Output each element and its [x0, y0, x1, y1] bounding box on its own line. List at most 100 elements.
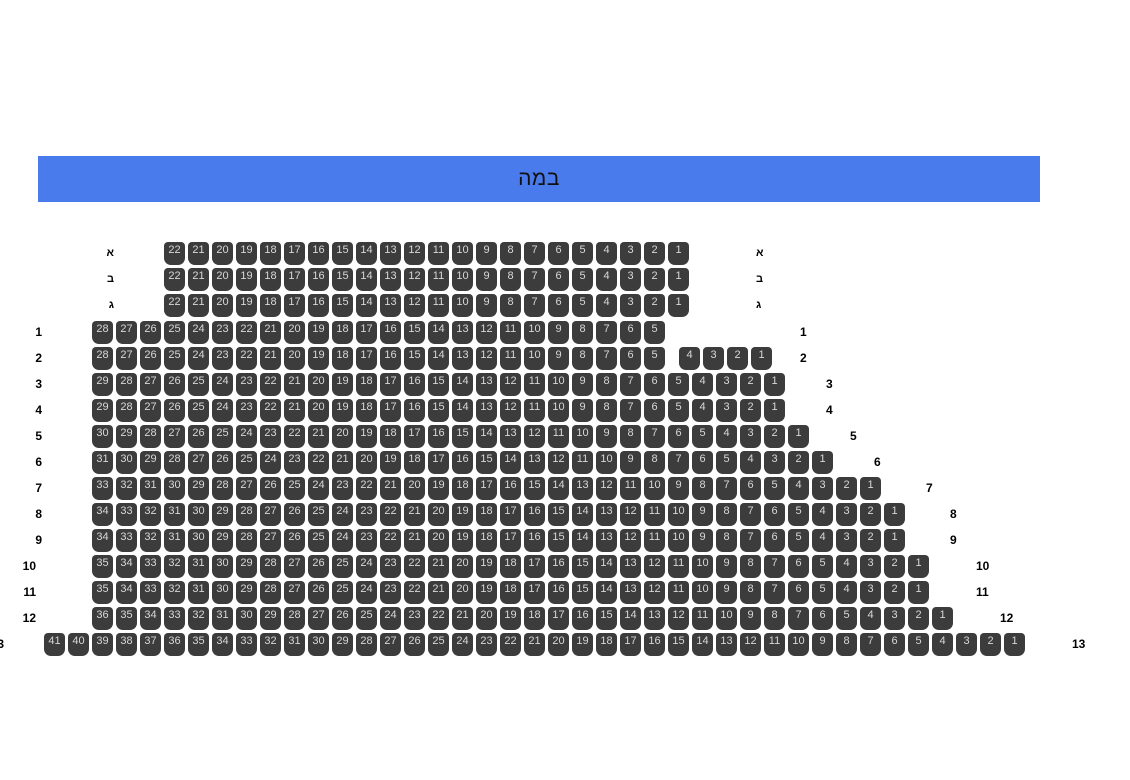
seat[interactable]: 27	[284, 554, 305, 578]
seat[interactable]: 10	[452, 267, 473, 291]
seat[interactable]: 19	[452, 502, 473, 526]
seat[interactable]: 27	[116, 346, 137, 370]
seat[interactable]: 9	[476, 267, 497, 291]
seat[interactable]: 4	[836, 580, 857, 604]
seat[interactable]: 30	[116, 450, 137, 474]
seat[interactable]: 4	[812, 528, 833, 552]
seat[interactable]: 31	[284, 632, 305, 656]
seat[interactable]: 15	[428, 372, 449, 396]
seat[interactable]: 25	[332, 580, 353, 604]
seat[interactable]: 33	[116, 502, 137, 526]
seat[interactable]: 27	[116, 320, 137, 344]
seat[interactable]: 6	[740, 476, 761, 500]
seat[interactable]: 11	[524, 398, 545, 422]
seat[interactable]: 23	[380, 580, 401, 604]
seat[interactable]: 25	[284, 476, 305, 500]
seat[interactable]: 20	[308, 398, 329, 422]
seat[interactable]: 20	[452, 554, 473, 578]
seat[interactable]: 29	[212, 502, 233, 526]
seat[interactable]: 4	[812, 502, 833, 526]
seat[interactable]: 11	[428, 241, 449, 265]
seat[interactable]: 27	[308, 606, 329, 630]
seat[interactable]: 33	[164, 606, 185, 630]
seat[interactable]: 19	[332, 372, 353, 396]
seat[interactable]: 3	[956, 632, 977, 656]
seat[interactable]: 16	[404, 372, 425, 396]
seat[interactable]: 9	[716, 580, 737, 604]
seat[interactable]: 5	[836, 606, 857, 630]
seat[interactable]: 8	[740, 580, 761, 604]
seat[interactable]: 15	[548, 528, 569, 552]
seat[interactable]: 12	[620, 528, 641, 552]
seat[interactable]: 10	[524, 346, 545, 370]
seat[interactable]: 18	[476, 528, 497, 552]
seat[interactable]: 8	[572, 320, 593, 344]
seat[interactable]: 16	[548, 554, 569, 578]
seat[interactable]: 7	[788, 606, 809, 630]
seat[interactable]: 2	[884, 580, 905, 604]
seat[interactable]: 21	[260, 346, 281, 370]
seat[interactable]: 16	[548, 580, 569, 604]
seat[interactable]: 26	[308, 580, 329, 604]
seat[interactable]: 17	[500, 528, 521, 552]
seat[interactable]: 17	[404, 424, 425, 448]
seat[interactable]: 13	[524, 450, 545, 474]
seat[interactable]: 9	[572, 372, 593, 396]
seat[interactable]: 12	[644, 554, 665, 578]
seat[interactable]: 2	[884, 554, 905, 578]
seat[interactable]: 22	[404, 554, 425, 578]
seat[interactable]: 22	[308, 450, 329, 474]
seat[interactable]: 19	[380, 450, 401, 474]
seat[interactable]: 5	[644, 320, 665, 344]
seat[interactable]: 25	[236, 450, 257, 474]
seat[interactable]: 16	[452, 450, 473, 474]
seat[interactable]: 14	[596, 554, 617, 578]
seat[interactable]: 8	[500, 241, 521, 265]
seat[interactable]: 6	[548, 267, 569, 291]
seat[interactable]: 23	[212, 320, 233, 344]
seat[interactable]: 11	[500, 320, 521, 344]
seat[interactable]: 10	[572, 424, 593, 448]
seat[interactable]: 30	[236, 606, 257, 630]
seat[interactable]: 22	[260, 398, 281, 422]
seat[interactable]: 13	[380, 241, 401, 265]
seat[interactable]: 16	[404, 398, 425, 422]
seat[interactable]: 11	[428, 293, 449, 317]
seat[interactable]: 14	[572, 528, 593, 552]
seat[interactable]: 6	[788, 554, 809, 578]
seat[interactable]: 25	[212, 424, 233, 448]
seat[interactable]: 22	[404, 580, 425, 604]
seat[interactable]: 15	[524, 476, 545, 500]
seat[interactable]: 16	[524, 528, 545, 552]
seat[interactable]: 6	[620, 320, 641, 344]
seat[interactable]: 20	[212, 267, 233, 291]
seat[interactable]: 32	[164, 580, 185, 604]
seat[interactable]: 1	[812, 450, 833, 474]
seat[interactable]: 21	[188, 241, 209, 265]
seat[interactable]: 23	[404, 606, 425, 630]
seat[interactable]: 6	[644, 398, 665, 422]
seat[interactable]: 8	[644, 450, 665, 474]
seat[interactable]: 21	[428, 554, 449, 578]
seat[interactable]: 3	[860, 580, 881, 604]
seat[interactable]: 4	[692, 372, 713, 396]
seat[interactable]: 3	[716, 372, 737, 396]
seat[interactable]: 6	[692, 450, 713, 474]
seat[interactable]: 20	[548, 632, 569, 656]
seat[interactable]: 12	[476, 320, 497, 344]
seat[interactable]: 29	[236, 554, 257, 578]
seat[interactable]: 23	[236, 372, 257, 396]
seat[interactable]: 18	[332, 320, 353, 344]
seat[interactable]: 15	[332, 293, 353, 317]
seat[interactable]: 17	[380, 398, 401, 422]
seat[interactable]: 20	[428, 502, 449, 526]
seat[interactable]: 26	[164, 398, 185, 422]
seat[interactable]: 20	[356, 450, 377, 474]
seat[interactable]: 3	[620, 293, 641, 317]
seat[interactable]: 7	[668, 450, 689, 474]
seat[interactable]: 24	[356, 580, 377, 604]
seat[interactable]: 28	[164, 450, 185, 474]
seat[interactable]: 28	[260, 580, 281, 604]
seat[interactable]: 5	[668, 398, 689, 422]
seat[interactable]: 12	[596, 476, 617, 500]
